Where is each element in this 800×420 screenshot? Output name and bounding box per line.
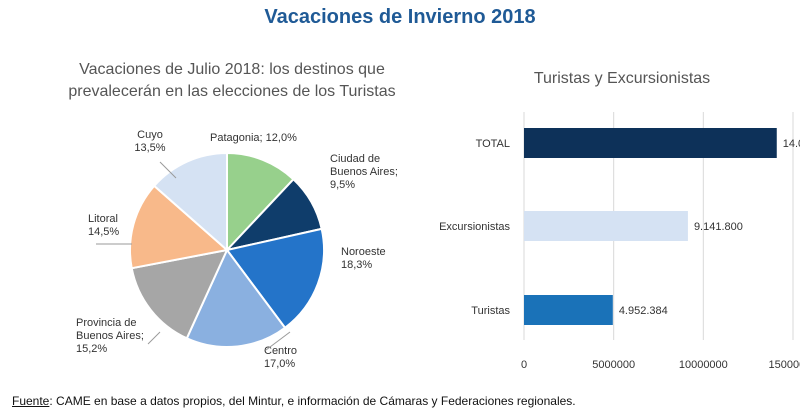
bar-value-label-excursionistas: 9.141.800 xyxy=(694,221,743,233)
bar-chart: Turistas y Excursionistas 0 5000000 1000000… xyxy=(439,70,800,371)
page-title: Vacaciones de Invierno 2018 xyxy=(264,6,536,28)
pie-label-noroeste: Noroeste 18,3% xyxy=(341,246,386,271)
bar-value-label-total: 14.094.184 xyxy=(783,138,800,150)
bar-value-label-turistas: 4.952.384 xyxy=(619,305,668,317)
pie-slice-litoral xyxy=(129,184,230,270)
pie-label-ciudad-de: Ciudad de Buenos Aires; 9,5% xyxy=(330,153,398,191)
source-label: Fuente xyxy=(12,394,50,408)
pie-slice-provincia-de xyxy=(130,248,229,340)
pie-label-patagonia: Patagonia; 12,0% xyxy=(210,132,297,144)
pie-slice-cuyo xyxy=(152,151,228,253)
pie-leader-line-1 xyxy=(159,161,177,179)
pie-title-line-2: prevalecerán en las elecciones de los Tu… xyxy=(68,83,395,100)
bar-xtick-label-2: 10000000 xyxy=(679,359,728,371)
bar-xtick-label-1: 5000000 xyxy=(592,359,635,371)
pie-label-cuyo: Cuyo 13,5% xyxy=(134,129,165,154)
bar-excursionistas xyxy=(524,211,688,241)
pie-chart: Vacaciones de Julio 2018: los destinos q… xyxy=(68,61,398,370)
bar-total xyxy=(524,128,777,158)
bar-category-label-excursionistas: Excursionistas xyxy=(439,221,510,233)
bar-category-label-turistas: Turistas xyxy=(471,305,510,317)
pie-label-centro: Centro 17,0% xyxy=(264,345,297,370)
pie-leader-line-4 xyxy=(265,331,291,351)
pie-label-provincia-de: Provincia de Buenos Aires; 15,2% xyxy=(76,317,144,355)
bar-title: Turistas y Excursionistas xyxy=(534,70,710,87)
pie-label-litoral: Litoral 14,5% xyxy=(88,213,119,238)
bar-xtick-label-0: 0 xyxy=(521,359,527,371)
source-text: : CAME en base a datos propios, del Mint… xyxy=(49,394,576,408)
bar-category-label-total: TOTAL xyxy=(476,138,510,150)
pie-title-line-1: Vacaciones de Julio 2018: los destinos q… xyxy=(79,61,385,78)
pie-slice-noroeste xyxy=(225,227,325,330)
pie-slice-centro xyxy=(185,248,287,348)
bar-xtick-label-3: 15000000 xyxy=(769,359,800,371)
pie-slice-patagonia xyxy=(226,151,295,253)
source-footnote: Fuente: CAME en base a datos propios, de… xyxy=(12,394,576,408)
pie-leader-line-3 xyxy=(147,331,161,345)
bar-turistas xyxy=(524,295,613,325)
